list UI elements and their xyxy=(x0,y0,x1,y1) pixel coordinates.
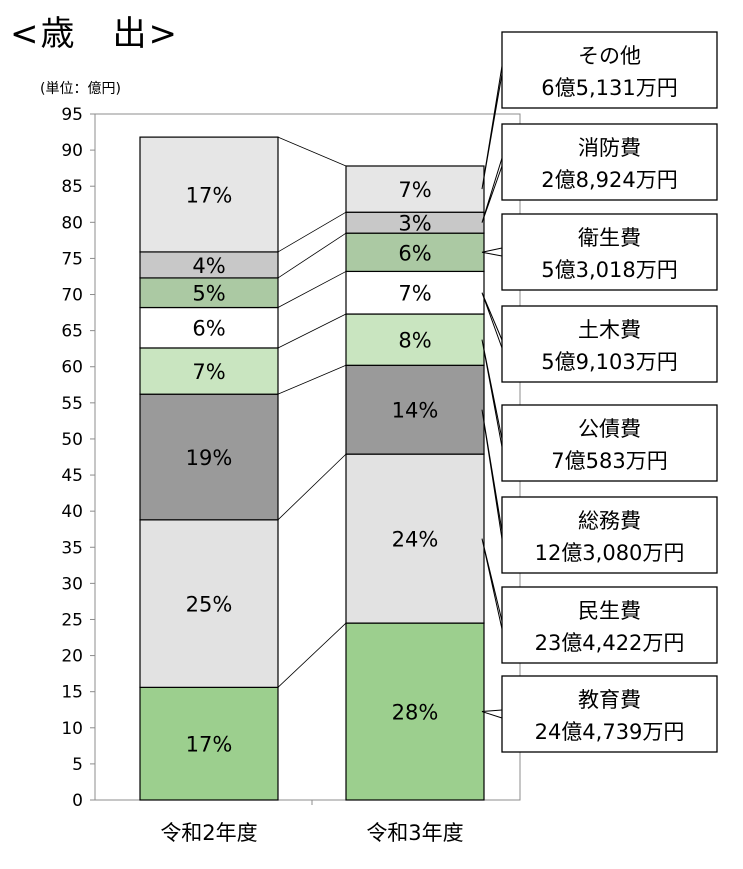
y-tick-label: 20 xyxy=(61,647,83,667)
x-tick-label: 令和3年度 xyxy=(366,821,463,845)
y-tick-label: 30 xyxy=(61,574,83,594)
callout-title: 民生費 xyxy=(578,599,641,623)
callout-amount: 5億3,018万円 xyxy=(541,258,677,282)
y-tick-label: 55 xyxy=(61,394,83,414)
callout-leader xyxy=(482,539,502,629)
data-label: 8% xyxy=(398,329,431,353)
callout-leader xyxy=(482,248,502,256)
callout-title: 総務費 xyxy=(578,509,641,533)
y-tick-label: 10 xyxy=(61,719,83,739)
callout-amount: 24億4,739万円 xyxy=(535,720,685,744)
y-tick-label: 75 xyxy=(61,249,83,269)
callout-title: 土木費 xyxy=(578,318,641,342)
callout-leader xyxy=(482,710,502,718)
connector-line xyxy=(278,137,346,166)
y-tick-label: 35 xyxy=(61,538,83,558)
y-tick-label: 50 xyxy=(61,430,83,450)
data-label: 6% xyxy=(398,241,431,265)
y-tick-label: 45 xyxy=(61,466,83,486)
y-tick-label: 95 xyxy=(61,105,83,125)
data-label: 19% xyxy=(186,446,233,470)
connector-line xyxy=(278,271,346,307)
data-label: 5% xyxy=(192,282,225,306)
connector-line xyxy=(278,623,346,687)
y-tick-label: 25 xyxy=(61,610,83,630)
connector-line xyxy=(278,212,346,252)
callout-title: 公債費 xyxy=(578,417,641,441)
data-label: 3% xyxy=(398,212,431,236)
callout-amount: 2億8,924万円 xyxy=(541,168,677,192)
y-tick-label: 5 xyxy=(72,755,83,775)
data-label: 6% xyxy=(192,317,225,341)
y-tick-label: 15 xyxy=(61,683,83,703)
callout-leader xyxy=(482,293,502,348)
data-label: 7% xyxy=(192,360,225,384)
y-tick-label: 65 xyxy=(61,322,83,342)
data-label: 7% xyxy=(398,282,431,306)
y-tick-label: 0 xyxy=(72,791,83,811)
data-label: 7% xyxy=(398,178,431,202)
y-tick-label: 80 xyxy=(61,213,83,233)
callout-amount: 6億5,131万円 xyxy=(541,76,677,100)
callout-amount: 23億4,422万円 xyxy=(535,631,685,655)
callout-title: 消防費 xyxy=(578,136,641,160)
y-tick-label: 70 xyxy=(61,286,83,306)
y-tick-label: 90 xyxy=(61,141,83,161)
callout-amount: 5億9,103万円 xyxy=(541,350,677,374)
connector-line xyxy=(278,314,346,348)
callout-title: 衛生費 xyxy=(578,226,641,250)
y-tick-label: 60 xyxy=(61,358,83,378)
connector-line xyxy=(278,233,346,278)
data-label: 17% xyxy=(186,733,233,757)
callout-amount: 12億3,080万円 xyxy=(535,541,685,565)
callout-title: 教育費 xyxy=(578,688,641,712)
connector-line xyxy=(278,365,346,394)
data-label: 24% xyxy=(392,528,439,552)
y-tick-label: 85 xyxy=(61,177,83,197)
connector-line xyxy=(278,454,346,520)
callout-amount: 7億583万円 xyxy=(551,449,667,473)
data-label: 17% xyxy=(186,184,233,208)
x-tick-label: 令和2年度 xyxy=(160,821,257,845)
data-label: 28% xyxy=(392,701,439,725)
data-label: 14% xyxy=(392,399,439,423)
data-label: 25% xyxy=(186,593,233,617)
y-tick-label: 40 xyxy=(61,502,83,522)
data-label: 4% xyxy=(192,254,225,278)
callout-title: その他 xyxy=(578,44,641,68)
